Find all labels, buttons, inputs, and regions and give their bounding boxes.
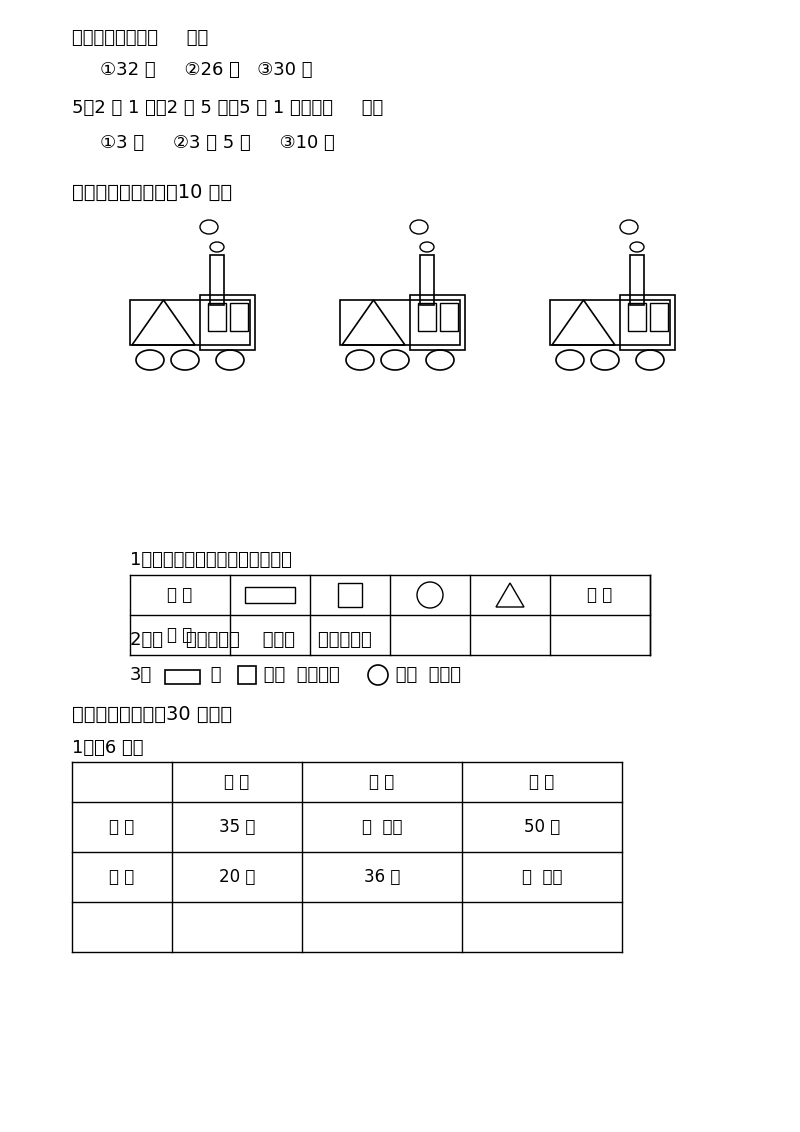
Text: 20 个: 20 个 [219, 868, 255, 886]
Text: 借 出: 借 出 [110, 868, 134, 886]
Bar [210, 255, 224, 305]
Bar [338, 583, 362, 607]
Text: 36 个: 36 个 [364, 868, 400, 886]
Text: 多（  ）个，比: 多（ ）个，比 [258, 666, 340, 684]
Text: 1、你能把各种图形整理一下吗？: 1、你能把各种图形整理一下吗？ [130, 551, 292, 569]
Bar [620, 295, 675, 350]
Text: 2、（    ）最多。（    ）和（    ）同样多。: 2、（ ）最多。（ ）和（ ）同样多。 [130, 631, 372, 649]
Text: 少（  ）个。: 少（ ）个。 [390, 666, 461, 684]
Text: （  ）个: （ ）个 [522, 868, 562, 886]
Text: （  ）个: （ ）个 [362, 818, 402, 837]
Text: 35 个: 35 个 [219, 818, 255, 837]
Bar [245, 588, 295, 603]
Text: 50 个: 50 个 [524, 818, 560, 837]
Text: 比: 比 [205, 666, 227, 684]
Bar [208, 303, 226, 331]
Bar [230, 303, 248, 331]
Text: 5、2 张 1 元，2 张 5 角，5 张 1 角组成（     ）。: 5、2 张 1 元，2 张 5 角，5 张 1 角组成（ ）。 [72, 98, 383, 117]
Bar [200, 295, 255, 350]
Text: 足 球: 足 球 [224, 773, 250, 791]
Bar [550, 300, 670, 345]
Bar [440, 303, 458, 331]
Text: 跳 绳: 跳 绳 [370, 773, 394, 791]
Bar [630, 255, 644, 305]
Text: 五、解决问题。（30 分。）: 五、解决问题。（30 分。） [72, 704, 232, 723]
Bar [418, 303, 436, 331]
Text: 个 数: 个 数 [167, 626, 193, 644]
Text: 合 计: 合 计 [587, 586, 613, 604]
Bar [628, 303, 646, 331]
Bar [238, 666, 256, 684]
Bar [420, 255, 434, 305]
Bar [410, 295, 465, 350]
Text: ①3 元     ②3 元 5 角     ③10 元: ①3 元 ②3 元 5 角 ③10 元 [100, 134, 334, 152]
Bar [130, 300, 250, 345]
Bar [340, 300, 460, 345]
Text: 图 形: 图 形 [167, 586, 193, 604]
Bar [650, 303, 668, 331]
Text: ①32 棵     ②26 棵   ③30 棵: ①32 棵 ②26 棵 ③30 棵 [100, 61, 313, 79]
Text: 三年级可能植树（     ）。: 三年级可能植树（ ）。 [72, 29, 208, 48]
Text: 1、（6 分）: 1、（6 分） [72, 739, 143, 757]
Text: 3、: 3、 [130, 666, 152, 684]
Text: 原 有: 原 有 [110, 818, 134, 837]
Text: 键 子: 键 子 [530, 773, 554, 791]
Text: 四、图形大世界。（10 分）: 四、图形大世界。（10 分） [72, 182, 232, 201]
Bar [165, 670, 200, 684]
